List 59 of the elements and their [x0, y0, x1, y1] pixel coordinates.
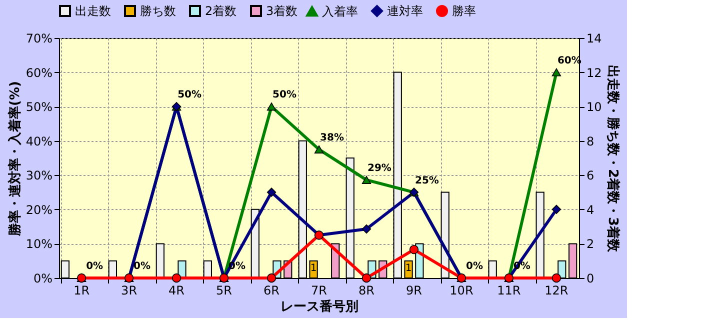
y-tick-label: 30%	[26, 168, 52, 183]
point	[552, 204, 562, 214]
point	[266, 273, 276, 283]
legend-label: 3着数	[266, 4, 298, 18]
data-label: 50%	[178, 90, 202, 101]
point	[266, 188, 276, 197]
x-tick-label: 12R	[544, 284, 568, 298]
point	[172, 273, 182, 283]
data-label: 38%	[320, 132, 344, 144]
y-tick-label: 70%	[26, 32, 52, 46]
y2-tick-label: 6	[586, 168, 594, 183]
y-tick-label: 50%	[26, 100, 52, 114]
x-tick-label: 5R	[216, 284, 232, 298]
y2-tick-label: 14	[586, 32, 602, 46]
data-label: 1	[405, 262, 412, 274]
x-tick-label: 1R	[74, 284, 90, 298]
y-tick-label: 20%	[26, 202, 52, 217]
data-label: 50%	[272, 90, 296, 101]
point	[266, 102, 276, 111]
x-tick-label: 7R	[311, 284, 327, 298]
y2-tick-label: 12	[586, 66, 602, 80]
data-label: 0%	[134, 261, 151, 272]
point	[552, 273, 562, 283]
x-tick-label: 8R	[358, 284, 374, 298]
legend-label: 出走数	[75, 4, 111, 18]
data-label: 0%	[466, 261, 483, 272]
point	[552, 68, 562, 76]
y2-tick-label: 0	[586, 272, 594, 286]
data-label: 1	[310, 262, 317, 274]
point	[362, 176, 372, 184]
x-axis-title: レース番号別	[280, 298, 358, 314]
legend-label: 勝率	[452, 4, 476, 18]
point	[409, 244, 419, 254]
x-tick-label: 9R	[406, 284, 422, 298]
data-label: 25%	[415, 175, 439, 186]
point	[314, 145, 324, 154]
y2-tick-label: 8	[586, 134, 594, 148]
y-tick-label: 10%	[26, 237, 52, 252]
y-axis-title: 勝率・連対率・入着率(%)	[6, 81, 23, 237]
y-tick-label: 0%	[33, 272, 52, 286]
x-tick-label: 6R	[264, 284, 280, 298]
data-label: 29%	[368, 162, 392, 174]
y-tick-label: 40%	[26, 134, 52, 148]
legend-label: 入着率	[322, 4, 358, 18]
y-tick-label: 60%	[26, 66, 52, 80]
point	[362, 273, 372, 283]
y2-tick-label: 2	[586, 237, 594, 252]
x-tick-label: 11R	[497, 284, 521, 298]
x-tick-label: 4R	[168, 284, 185, 298]
legend-label: 連対率	[387, 4, 423, 18]
point	[362, 224, 372, 234]
legend-label: 勝ち数	[140, 4, 176, 18]
y2-axis-title: 出走数・勝ち数・2着数・3着数	[604, 64, 621, 254]
x-tick-label: 10R	[450, 284, 474, 298]
y2-tick-label: 10	[586, 100, 602, 114]
x-tick-label: 3R	[121, 284, 138, 298]
y2-tick-label: 4	[586, 202, 594, 217]
data-label: 0%	[86, 261, 104, 272]
legend-label: 2着数	[205, 4, 237, 18]
